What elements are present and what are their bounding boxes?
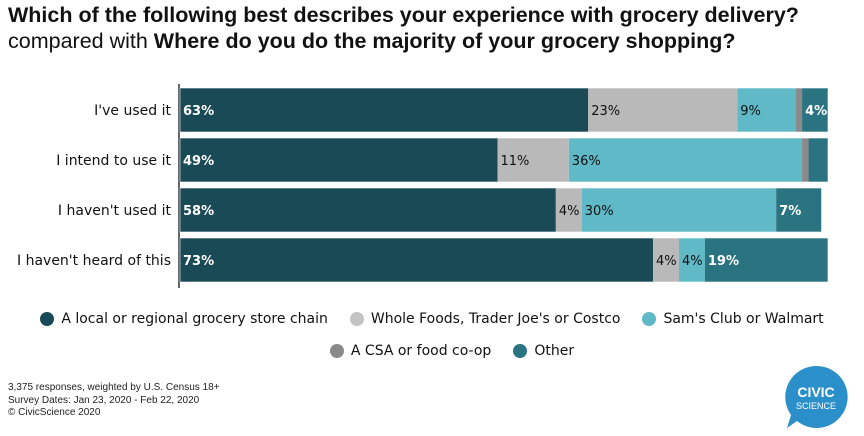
legend-label: A local or regional grocery store chain [61, 311, 328, 327]
legend-item: A local or regional grocery store chain [40, 311, 328, 327]
chart-title: Which of the following best describes yo… [8, 2, 858, 54]
title-line2-prefix: compared with [8, 29, 154, 53]
bar-segment [497, 138, 569, 182]
bar-segment [180, 138, 498, 182]
category-label: I've used it [94, 103, 171, 119]
legend-item: Sam's Club or Walmart [642, 311, 824, 327]
bar-outline [179, 137, 829, 183]
bar-segment [737, 88, 796, 132]
bar-value-label: 36% [572, 154, 601, 169]
bar-segment [808, 138, 828, 182]
legend-dot-icon [513, 344, 528, 358]
logo-text-civic: CIVIC [797, 384, 834, 400]
bar-segment [653, 238, 679, 282]
footer-notes: 3,375 responses, weighted by U.S. Census… [8, 382, 220, 420]
bar-segment [776, 188, 822, 232]
bar-segment [581, 188, 777, 232]
bar-segment [180, 238, 654, 282]
legend-label: Other [534, 343, 575, 359]
bar-outline [179, 187, 822, 233]
title-line2-bold: Where do you do the majority of your gro… [153, 29, 736, 53]
legend-dot-icon [642, 312, 657, 326]
legend-row-2: A CSA or food co-op Other [0, 343, 864, 359]
bar-segment [180, 88, 589, 132]
title-line1: Which of the following best describes yo… [8, 3, 799, 27]
bar-value-label: 4% [656, 254, 677, 269]
civicscience-logo: CIVIC SCIENCE [785, 365, 848, 428]
bar-segment [802, 138, 809, 182]
bar-value-label: 7% [779, 204, 801, 219]
bar-value-label: 4% [559, 204, 580, 219]
bar-segment [795, 88, 803, 132]
bar-segment [555, 188, 582, 232]
bar-value-label: 23% [591, 104, 620, 119]
legend-dot-icon [40, 312, 55, 326]
bar-value-label: 63% [183, 104, 214, 119]
legend-label: Sam's Club or Walmart [663, 311, 824, 327]
footer-dates: Survey Dates: Jan 23, 2020 - Feb 22, 202… [8, 394, 200, 406]
bar-value-label: 4% [805, 104, 827, 119]
legend-dot-icon [329, 344, 344, 358]
bar-value-label: 73% [183, 254, 214, 269]
bar-value-label: 30% [585, 204, 614, 219]
category-label: I intend to use it [56, 153, 171, 169]
legend-label: Whole Foods, Trader Joe's or Costco [370, 311, 621, 327]
legend-item: Whole Foods, Trader Joe's or Costco [349, 311, 621, 327]
bar-segment [802, 88, 828, 132]
logo-speech-bubble [785, 365, 848, 428]
footer-copyright: © CivicScience 2020 [8, 407, 101, 418]
bar-outline [179, 87, 829, 133]
category-label: I haven't heard of this [17, 253, 171, 269]
legend-row-1: A local or regional grocery store chain W… [0, 311, 864, 327]
bar-value-label: 58% [183, 204, 214, 219]
legend-item: Other [513, 343, 574, 359]
legend-label: A CSA or food co-op [350, 343, 492, 359]
stacked-bar-chart: I've used it 63% 23% 9% 4% I intend to use it… [17, 84, 829, 288]
bar-value-label: 49% [183, 154, 214, 169]
bar-segment [678, 238, 705, 282]
category-label: I haven't used it [58, 203, 172, 219]
bar-value-label: 4% [682, 254, 703, 269]
legend-dot-icon [349, 312, 364, 326]
footer-responses: 3,375 responses, weighted by U.S. Census… [8, 382, 220, 393]
bar-value-label: 9% [740, 104, 761, 119]
bar-segment [704, 238, 828, 282]
bar-value-label: 11% [501, 154, 530, 169]
bar-segment [568, 138, 803, 182]
legend-item: A CSA or food co-op [329, 343, 492, 359]
bar-value-label: 19% [708, 254, 739, 269]
bar-segment [180, 188, 556, 232]
bar-outline [179, 237, 829, 283]
logo-text-science: SCIENCE [796, 401, 836, 411]
bar-segment [588, 88, 738, 132]
